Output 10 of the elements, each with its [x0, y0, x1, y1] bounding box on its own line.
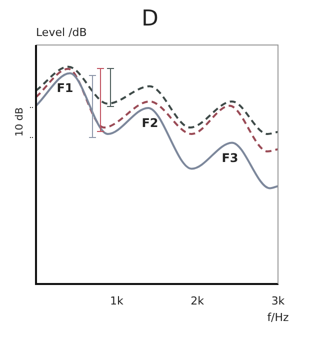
x-tick-label: 1k	[110, 294, 124, 308]
x-tick-label: 3k	[271, 294, 286, 308]
chart-title: D	[142, 6, 158, 32]
x-tick-label: 2k	[190, 294, 205, 308]
annotation: F1	[56, 81, 74, 96]
annotation: F3	[222, 151, 238, 166]
annotation: F2	[142, 116, 158, 130]
y-axis-title: Level /dB	[36, 26, 87, 39]
text: 10 dB	[14, 107, 26, 137]
x-axis-title: f/Hz	[267, 310, 290, 324]
